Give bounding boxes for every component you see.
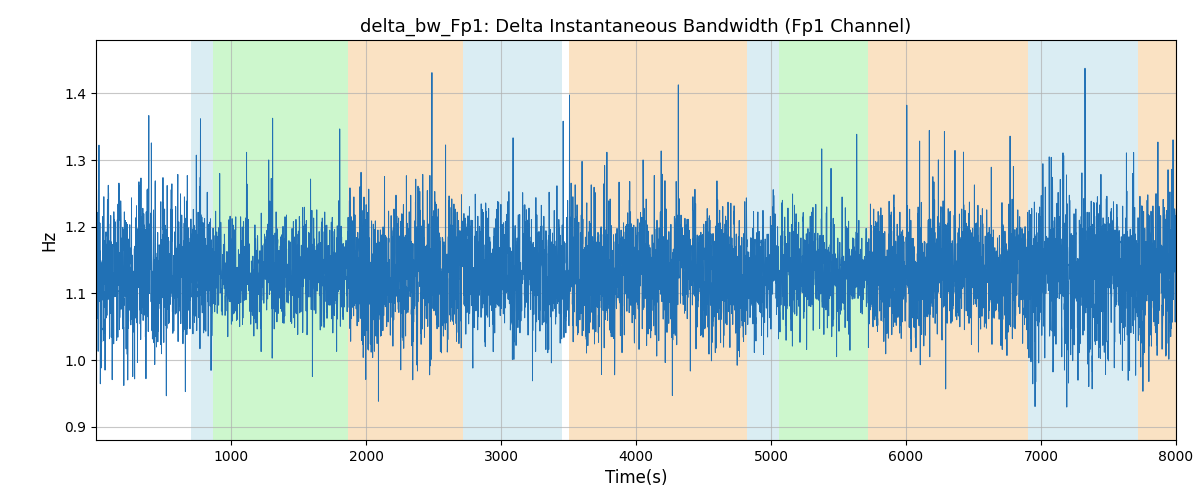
Bar [569,40,746,440]
Bar [214,40,348,440]
Bar [746,40,779,440]
Bar [191,40,214,440]
Title: delta_bw_Fp1: Delta Instantaneous Bandwidth (Fp1 Channel): delta_bw_Fp1: Delta Instantaneous Bandwi… [360,18,912,36]
Y-axis label: Hz: Hz [41,230,59,250]
Bar [1139,40,1176,440]
Bar [779,40,869,440]
Bar [348,40,463,440]
Bar [463,40,562,440]
Bar [1027,40,1139,440]
X-axis label: Time(s): Time(s) [605,470,667,488]
Bar [869,40,1027,440]
